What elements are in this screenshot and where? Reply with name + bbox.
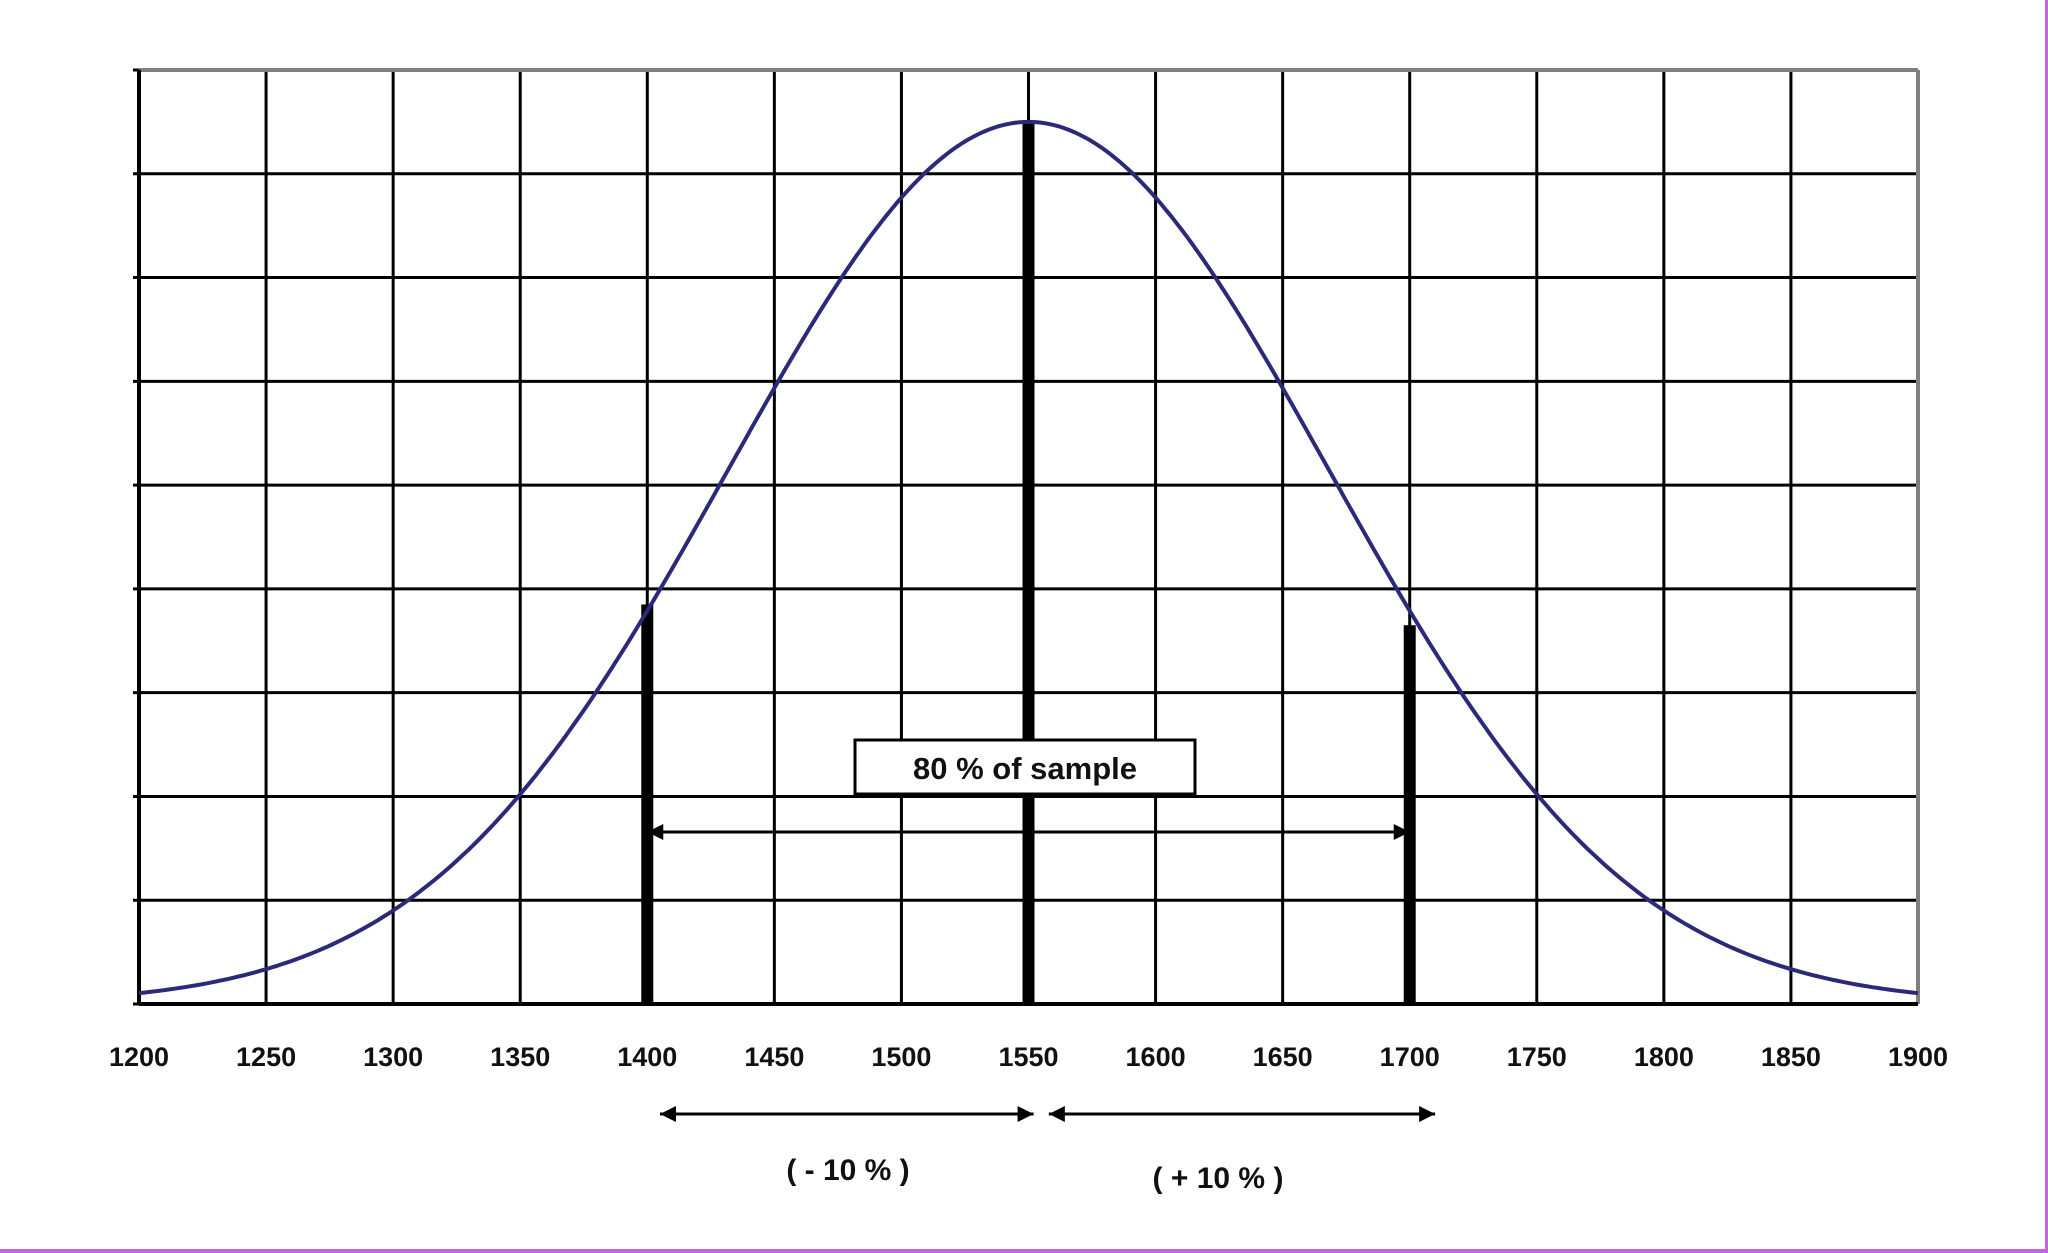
x-tick-label: 1600 [1126, 1042, 1186, 1072]
bottom-border-line [0, 1249, 2048, 1253]
x-tick-label: 1750 [1507, 1042, 1567, 1072]
x-tick-label: 1300 [363, 1042, 423, 1072]
marker-bar-1550 [1022, 121, 1035, 1004]
range-arrowhead-left [1048, 1106, 1065, 1122]
x-tick-label: 1700 [1380, 1042, 1440, 1072]
x-tick-label: 1350 [490, 1042, 550, 1072]
sample-box: 80 % of sample [853, 738, 1197, 796]
plus-10-percent-label: ( + 10 % ) [1153, 1162, 1284, 1195]
range-arrowhead-right [1393, 824, 1410, 840]
marker-bar-1400 [641, 604, 654, 1004]
x-tick-label: 1550 [998, 1042, 1058, 1072]
range-arrowhead-right [1017, 1106, 1034, 1122]
x-tick-label: 1650 [1253, 1042, 1313, 1072]
sample-range-arrow [647, 824, 1410, 840]
x-tick-label: 1200 [109, 1042, 169, 1072]
x-tick-label: 1250 [236, 1042, 296, 1072]
x-tick-label: 1400 [617, 1042, 677, 1072]
range-arrows [647, 824, 1436, 1122]
x-tick-label: 1450 [744, 1042, 804, 1072]
x-axis-tick-labels: 1200 1250 1300 1350 1400 1450 1500 1550 1600 1650… [109, 1042, 1948, 1072]
range-arrowhead-left [659, 1106, 676, 1122]
sample-box-rect [853, 738, 1197, 796]
marker-bar-1700 [1403, 625, 1416, 1004]
range-arrowhead-left [647, 824, 664, 840]
minus-10-percent-label: ( - 10 % ) [786, 1154, 909, 1187]
plus-10-percent-arrow [1048, 1106, 1436, 1122]
x-tick-label: 1500 [871, 1042, 931, 1072]
range-arrowhead-right [1419, 1106, 1436, 1122]
series-line-normal-curve [138, 119, 1919, 996]
x-tick-label: 1900 [1888, 1042, 1948, 1072]
minus-10-percent-arrow [659, 1106, 1034, 1122]
x-tick-label: 1850 [1761, 1042, 1821, 1072]
x-tick-label: 1800 [1634, 1042, 1694, 1072]
right-border-line [2045, 0, 2048, 1253]
sample-box-label: 80 % of sample [913, 751, 1137, 786]
marker-bars [641, 121, 1416, 1004]
